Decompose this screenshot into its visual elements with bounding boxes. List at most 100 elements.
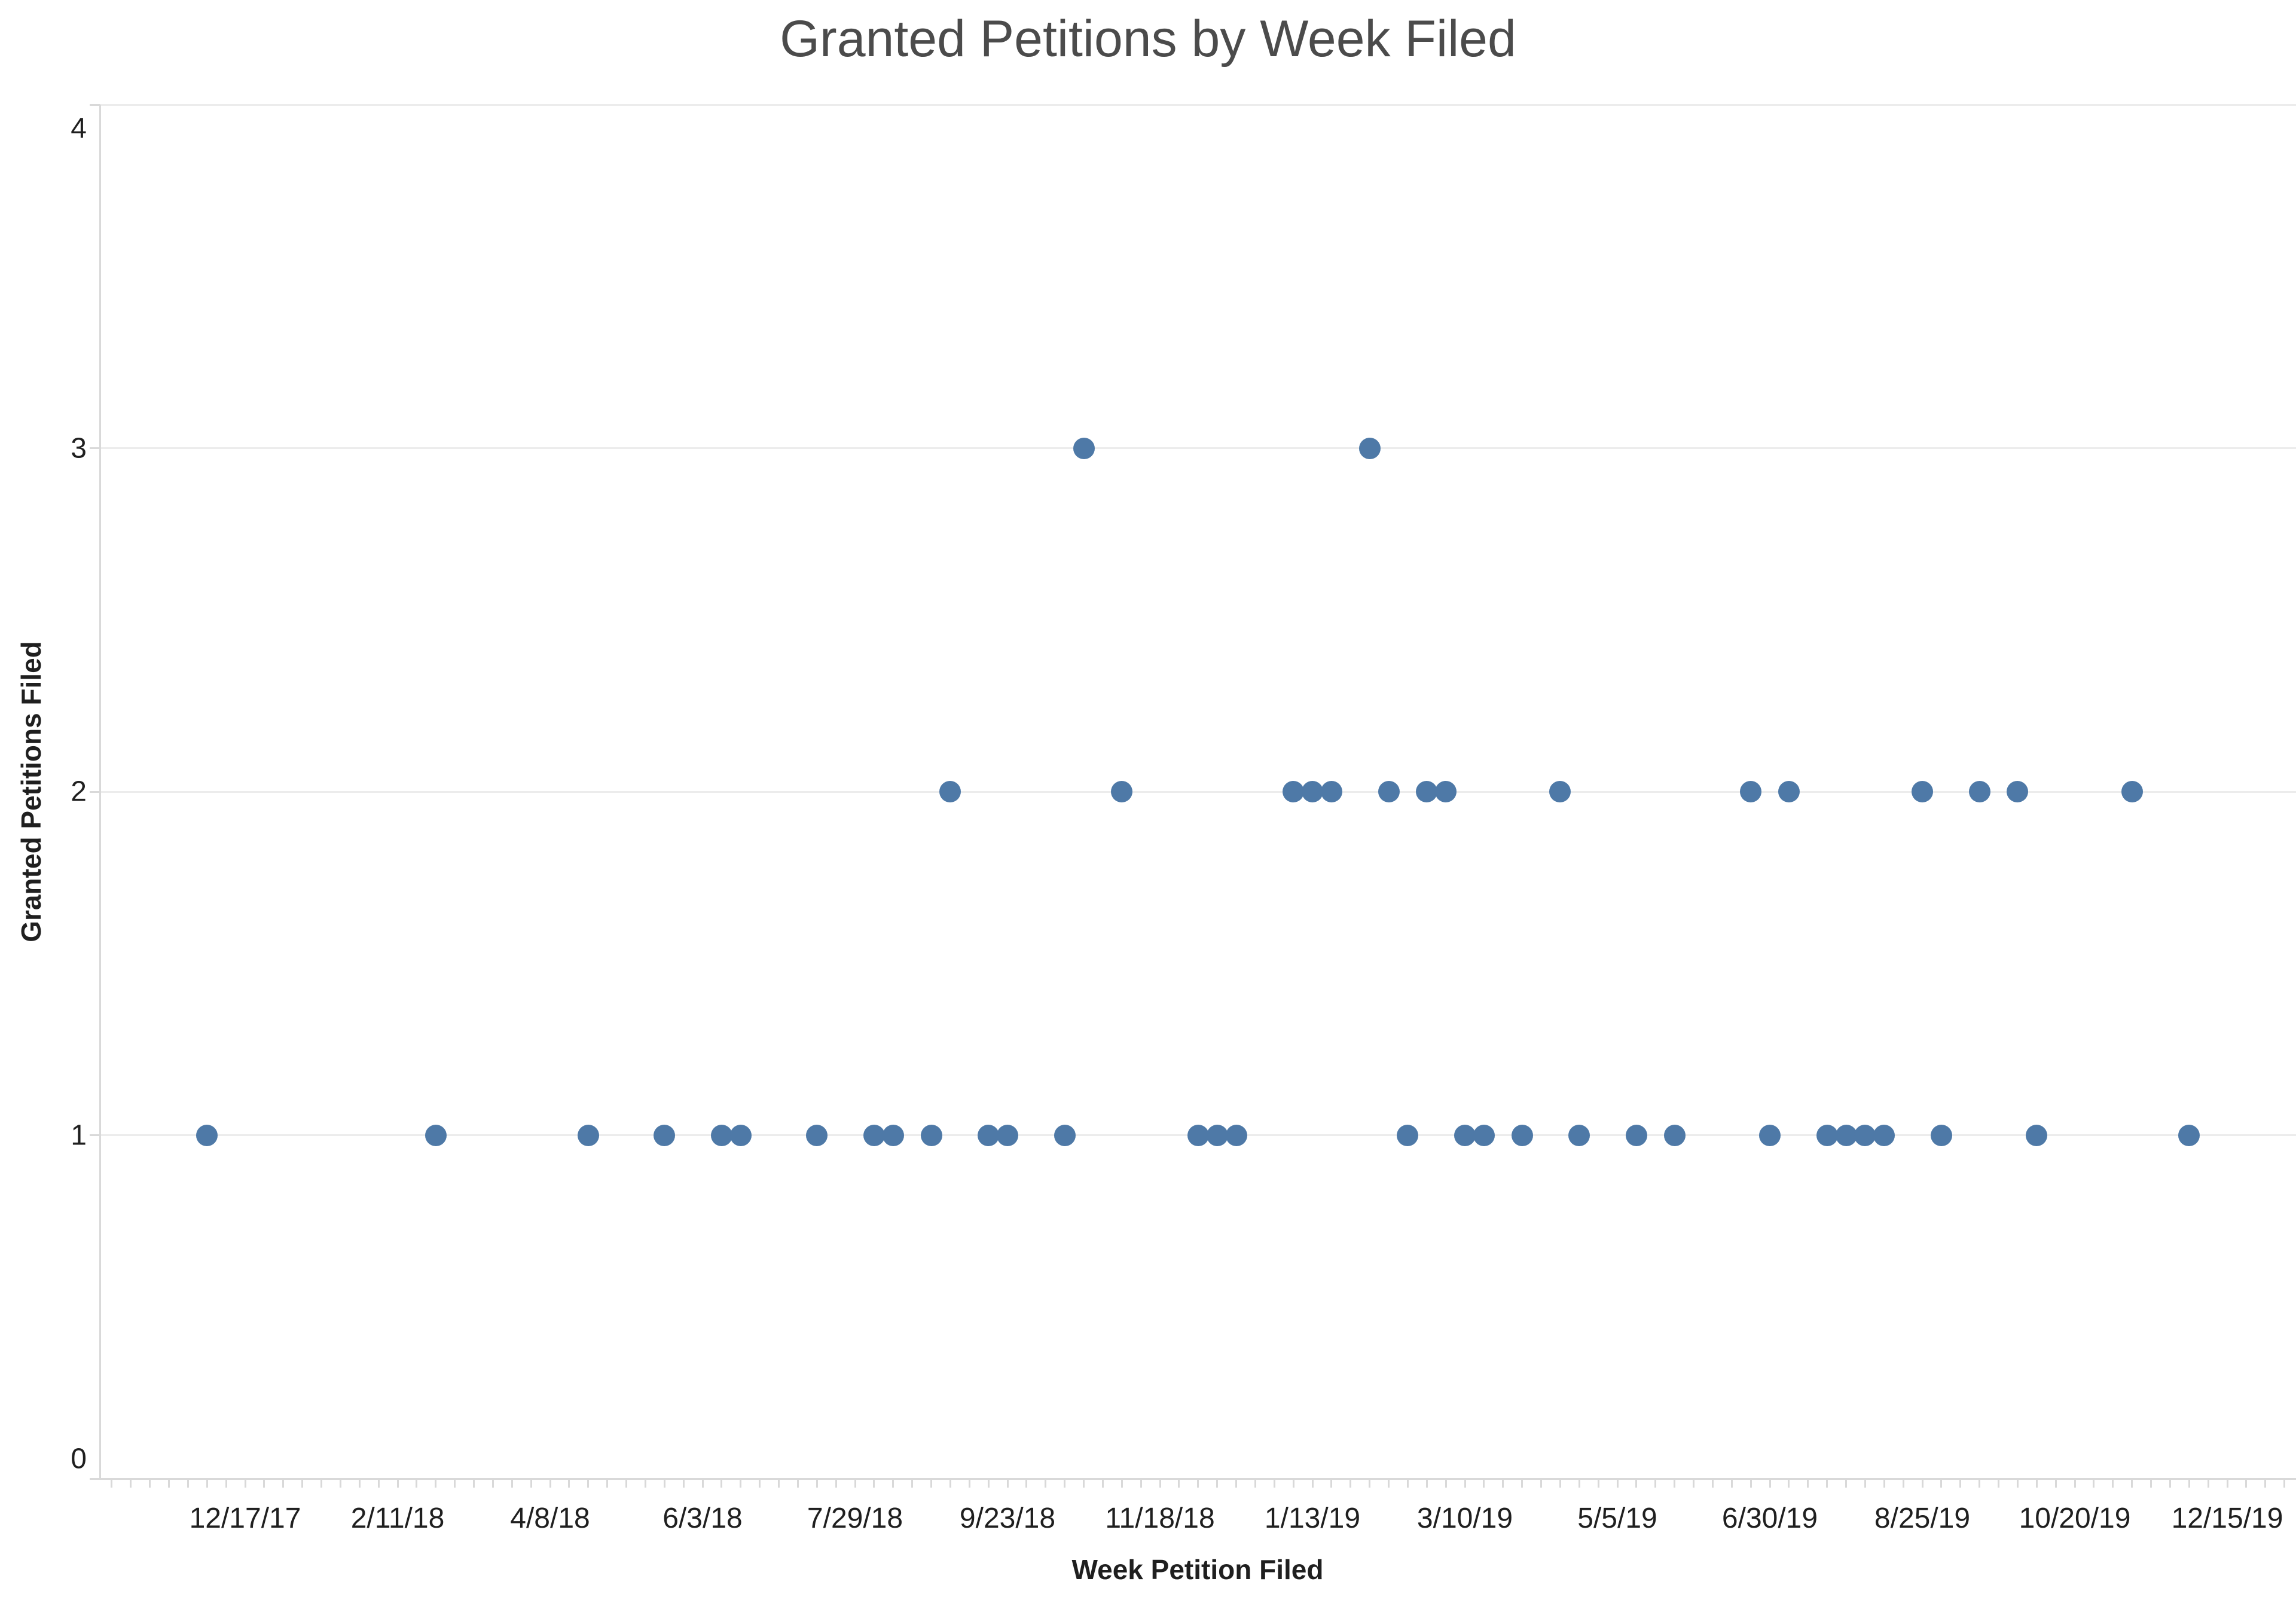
x-tick-label: 2/11/18	[350, 1503, 445, 1534]
x-axis-week-tick	[987, 1480, 990, 1488]
x-axis-week-tick	[1750, 1480, 1752, 1488]
x-axis-week-tick	[358, 1480, 361, 1488]
data-point[interactable]	[2007, 781, 2029, 802]
data-point[interactable]	[939, 781, 961, 802]
data-point[interactable]	[577, 1124, 599, 1146]
x-axis-week-tick	[435, 1480, 437, 1488]
data-point[interactable]	[710, 1124, 732, 1146]
x-axis-week-tick	[1292, 1480, 1294, 1488]
x-axis-week-tick	[1940, 1480, 1943, 1488]
x-axis-week-tick	[377, 1480, 380, 1488]
x-tick-label: 10/20/19	[2019, 1503, 2131, 1534]
data-point[interactable]	[1549, 781, 1571, 802]
x-axis-week-tick	[625, 1480, 627, 1488]
x-axis-week-tick	[587, 1480, 590, 1488]
data-point[interactable]	[654, 1124, 676, 1146]
data-point[interactable]	[1435, 781, 1457, 802]
data-point[interactable]	[729, 1124, 752, 1146]
x-axis-line	[100, 1478, 2296, 1480]
data-point[interactable]	[1663, 1124, 1686, 1146]
data-point[interactable]	[1225, 1124, 1247, 1146]
data-point[interactable]	[1511, 1124, 1533, 1146]
data-point[interactable]	[1625, 1124, 1647, 1146]
x-axis-week-tick	[644, 1480, 646, 1488]
x-axis-week-tick	[1006, 1480, 1009, 1488]
data-point[interactable]	[196, 1124, 218, 1146]
x-axis-week-tick	[968, 1480, 970, 1488]
y-axis-tick	[90, 790, 100, 793]
data-point[interactable]	[1873, 1124, 1895, 1146]
data-point[interactable]	[1397, 1124, 1419, 1146]
data-point[interactable]	[1073, 437, 1095, 459]
data-point[interactable]	[806, 1124, 828, 1146]
x-axis-week-tick	[1120, 1480, 1123, 1488]
data-point[interactable]	[1320, 781, 1342, 802]
data-point[interactable]	[1111, 781, 1133, 802]
x-axis-week-tick	[244, 1480, 246, 1488]
data-point[interactable]	[920, 1124, 942, 1146]
data-point[interactable]	[1912, 781, 1933, 802]
x-axis-week-tick	[568, 1480, 570, 1488]
x-axis-week-tick	[1464, 1480, 1466, 1488]
x-axis-week-tick	[396, 1480, 399, 1488]
data-point[interactable]	[1759, 1124, 1781, 1146]
data-point[interactable]	[1854, 1124, 1876, 1146]
data-point[interactable]	[1930, 1124, 1952, 1146]
data-point[interactable]	[863, 1124, 885, 1146]
data-point[interactable]	[978, 1124, 1000, 1146]
data-point[interactable]	[2178, 1124, 2200, 1146]
data-point[interactable]	[1206, 1124, 1228, 1146]
data-point[interactable]	[1740, 781, 1762, 802]
x-axis-week-tick	[225, 1480, 227, 1488]
data-point[interactable]	[1283, 781, 1305, 802]
data-point[interactable]	[1054, 1124, 1076, 1146]
data-point[interactable]	[1454, 1124, 1476, 1146]
data-point[interactable]	[1378, 781, 1400, 802]
x-axis-week-tick	[473, 1480, 475, 1488]
x-tick-label: 5/5/19	[1577, 1503, 1657, 1534]
y-tick-label: 4	[71, 112, 87, 145]
x-axis-week-tick	[149, 1480, 151, 1488]
data-point[interactable]	[1416, 781, 1438, 802]
data-point[interactable]	[1187, 1124, 1209, 1146]
y-tick-label: 0	[71, 1443, 87, 1475]
data-point[interactable]	[997, 1124, 1018, 1146]
x-axis-week-tick	[1330, 1480, 1333, 1488]
data-point[interactable]	[425, 1124, 447, 1146]
x-tick-label: 7/29/18	[807, 1503, 903, 1534]
y-axis-tick	[90, 447, 100, 449]
x-axis-week-tick	[263, 1480, 265, 1488]
data-point[interactable]	[1473, 1124, 1495, 1146]
x-axis-week-tick	[1597, 1480, 1599, 1488]
x-axis-week-tick	[759, 1480, 761, 1488]
x-axis-week-tick	[796, 1480, 799, 1488]
data-point[interactable]	[1778, 781, 1800, 802]
data-point[interactable]	[1835, 1124, 1857, 1146]
data-point[interactable]	[1816, 1124, 1838, 1146]
x-axis-week-tick	[2150, 1480, 2152, 1488]
x-axis-week-tick	[2131, 1480, 2133, 1488]
data-point[interactable]	[1358, 437, 1381, 459]
y-gridline	[100, 447, 2296, 449]
x-axis-week-tick	[111, 1480, 113, 1488]
x-axis-week-tick	[1483, 1480, 1485, 1488]
x-axis-week-tick	[1769, 1480, 1771, 1488]
data-point[interactable]	[1568, 1124, 1590, 1146]
x-axis-week-tick	[1826, 1480, 1828, 1488]
data-point[interactable]	[2121, 781, 2143, 802]
x-axis-week-tick	[778, 1480, 780, 1488]
x-axis-week-tick	[1998, 1480, 1999, 1488]
x-tick-label: 3/10/19	[1416, 1503, 1513, 1534]
data-point[interactable]	[1968, 781, 1990, 802]
x-axis-week-tick	[168, 1480, 170, 1488]
x-tick-label: 8/25/19	[1874, 1503, 1971, 1534]
x-tick-label: 9/23/18	[959, 1503, 1056, 1534]
x-tick-label: 4/8/18	[510, 1503, 590, 1534]
x-axis-week-tick	[2035, 1480, 2038, 1488]
x-axis-week-tick	[491, 1480, 494, 1488]
data-point[interactable]	[882, 1124, 904, 1146]
x-axis-week-tick	[187, 1480, 189, 1488]
x-axis-week-tick	[2207, 1480, 2209, 1488]
data-point[interactable]	[1302, 781, 1323, 802]
data-point[interactable]	[2026, 1124, 2048, 1146]
